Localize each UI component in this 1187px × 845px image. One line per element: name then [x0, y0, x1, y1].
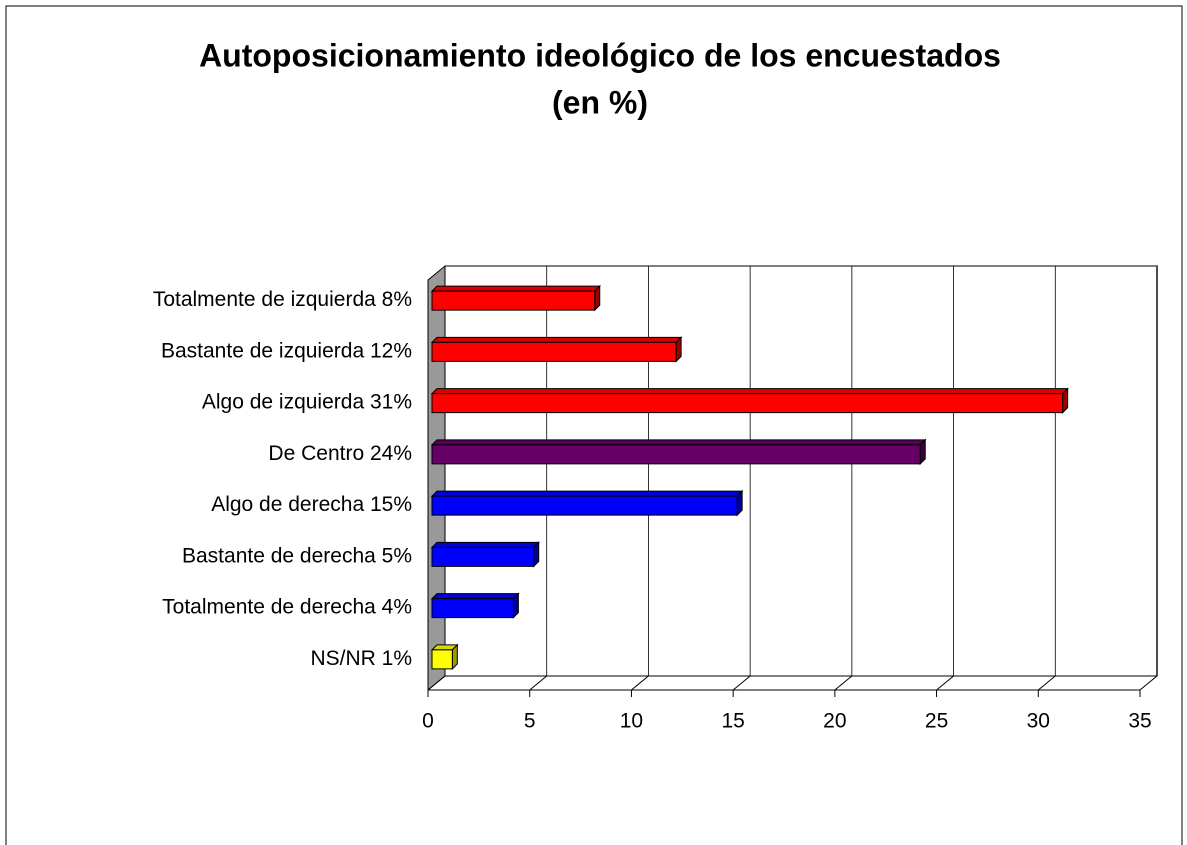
floor-line	[936, 675, 954, 691]
x-tick-label: 15	[721, 710, 744, 733]
y-tick-label: De Centro 24%	[268, 442, 412, 465]
x-tick-label: 5	[524, 710, 536, 733]
bar-front	[431, 341, 677, 362]
bar	[430, 336, 683, 363]
floor-line	[631, 675, 649, 691]
bar-side	[736, 489, 743, 517]
bar-top	[430, 439, 927, 446]
y-tick-label: Totalmente de izquierda 8%	[153, 288, 412, 311]
floor-line	[732, 675, 751, 691]
bar-front	[431, 393, 1064, 414]
bar-side	[512, 592, 519, 619]
bar-top	[430, 490, 744, 497]
y-tick-label: Bastante de izquierda 12%	[161, 339, 412, 362]
floor-line	[1037, 675, 1056, 691]
bar	[430, 438, 927, 466]
y-tick-label: Totalmente de derecha 4%	[162, 596, 412, 619]
x-tick-label: 10	[620, 710, 643, 733]
bar-top	[430, 285, 601, 292]
floor-line	[427, 675, 446, 691]
bar	[430, 592, 520, 619]
bar-front	[431, 290, 596, 311]
x-tick-label: 30	[1027, 710, 1050, 733]
back-wall	[445, 265, 1158, 676]
x-tick-label: 35	[1128, 710, 1151, 733]
x-tick-label: 20	[823, 710, 846, 733]
bar	[430, 387, 1069, 414]
chart-subtitle: (en %)	[552, 84, 648, 120]
floor-line	[529, 675, 548, 691]
bar-front	[431, 495, 738, 516]
bar-top	[430, 336, 683, 343]
chart-title: Autoposicionamiento ideológico de los en…	[199, 37, 1001, 73]
bar-side	[675, 336, 682, 363]
floor-line	[1139, 675, 1158, 691]
y-tick-label: Algo de derecha 15%	[211, 493, 412, 516]
bar	[430, 643, 459, 671]
y-tick-label: NS/NR 1%	[310, 647, 412, 670]
bar-side	[594, 284, 601, 312]
bar-front	[431, 598, 514, 619]
chart-frame	[5, 5, 1183, 845]
bar	[430, 489, 744, 517]
bar-side	[919, 438, 926, 466]
y-tick-label: Algo de izquierda 31%	[202, 391, 412, 414]
bar-front	[431, 546, 535, 567]
floor-line	[834, 675, 853, 691]
bar-top	[430, 593, 520, 600]
bar-top	[430, 388, 1069, 395]
bar-side	[451, 643, 458, 671]
x-tick-label: 25	[925, 710, 948, 733]
bar-front	[431, 649, 453, 670]
bar	[430, 284, 601, 312]
bar	[430, 541, 540, 568]
bar-side	[1062, 387, 1069, 414]
bar-front	[431, 444, 921, 465]
bar-side	[533, 541, 540, 568]
x-tick-label: 0	[422, 710, 434, 733]
bar-top	[430, 541, 540, 548]
y-tick-label: Bastante de derecha 5%	[182, 544, 412, 567]
side-wall	[427, 264, 446, 692]
